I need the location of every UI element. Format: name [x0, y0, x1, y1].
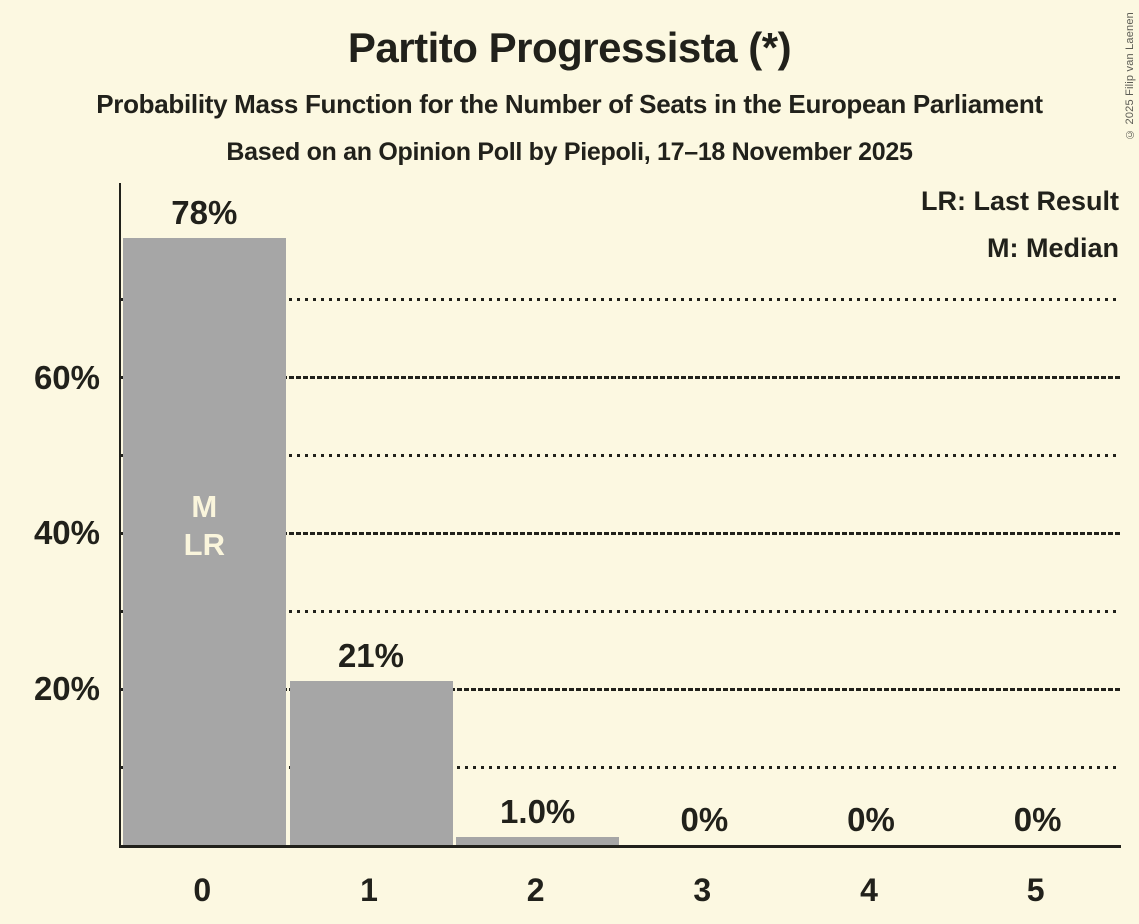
bar-seats-1	[289, 681, 453, 845]
x-tick-label: 2	[526, 872, 545, 908]
gridline-minor-50pct	[121, 454, 1121, 458]
plot-area: 78% 21% 1.0% 0% 0% 0% M LR	[119, 183, 1121, 848]
chart-subtitle: Probability Mass Function for the Number…	[96, 89, 1043, 119]
y-tick-label-20pct: 20%	[33, 670, 100, 708]
poll-subtitle: Based on an Opinion Poll by Piepoli, 17–…	[226, 138, 913, 166]
copyright-note: © 2025 Filip van Laenen	[1124, 12, 1136, 140]
x-axis-labels: 0 1 2 3 4 5	[119, 873, 1119, 909]
x-tick-label: 1	[360, 872, 378, 908]
legend: LR: Last Result M: Median	[921, 178, 1119, 272]
bar-value-label: 0%	[1013, 801, 1062, 838]
bar-value-label: 1.0%	[500, 793, 576, 831]
x-tick-label: 0	[193, 872, 212, 908]
bar-seats-0	[122, 237, 286, 845]
x-tick-label: 3	[693, 872, 712, 908]
bar-seats-2	[456, 837, 620, 845]
gridline-major-40pct	[121, 531, 1121, 535]
gridline-major-60pct	[121, 376, 1121, 380]
legend-median: M: Median	[987, 233, 1119, 263]
gridline-minor-70pct	[121, 298, 1121, 302]
bar-value-label: 78%	[171, 193, 238, 231]
gridline-minor-10pct	[121, 765, 1121, 769]
bar-value-label: 0%	[847, 801, 895, 838]
gridline-minor-30pct	[121, 609, 1121, 613]
x-axis-line	[119, 845, 1121, 848]
gridline-major-20pct	[121, 687, 1121, 691]
bar-annotation-median-lastresult: M LR	[183, 489, 225, 563]
legend-last-result: LR: Last Result	[920, 186, 1119, 216]
y-tick-label-40pct: 40%	[33, 514, 100, 552]
bar-value-label: 0%	[680, 801, 729, 838]
x-tick-label: 4	[860, 872, 878, 908]
page-title: Partito Progressista (*)	[347, 24, 792, 71]
y-tick-label-60pct: 60%	[33, 358, 100, 396]
x-tick-label: 5	[1026, 872, 1045, 908]
bar-value-label: 21%	[337, 637, 405, 675]
